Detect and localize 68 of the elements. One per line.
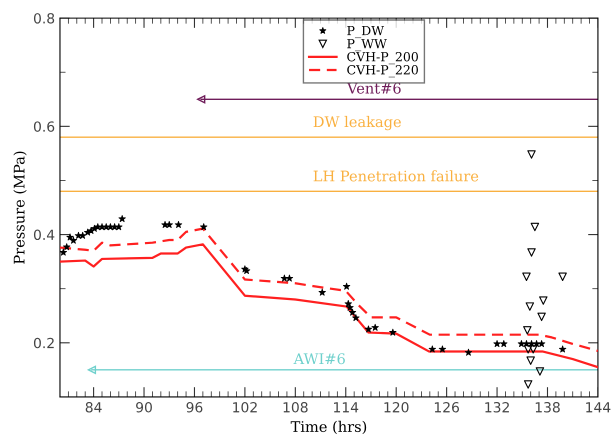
ref-line-label: LH Penetration failure: [314, 170, 478, 182]
point: [518, 340, 526, 348]
x-tick-label: 138: [536, 402, 560, 413]
point: [70, 236, 78, 244]
x-tick-label: 96: [186, 402, 202, 413]
point: [174, 221, 182, 228]
x-tick-label: 102: [233, 402, 257, 413]
point: [522, 272, 531, 282]
point: [523, 326, 532, 335]
x-tick-label: 108: [284, 402, 308, 413]
point: [318, 288, 326, 296]
legend-label: CVH-P_200: [347, 52, 418, 64]
point: [464, 348, 472, 356]
point: [526, 356, 535, 365]
point: [524, 345, 532, 354]
point: [389, 328, 396, 336]
y-tick-label: 0.2: [34, 338, 54, 348]
point: [438, 345, 446, 352]
point: [346, 304, 354, 311]
point: [500, 340, 508, 348]
point: [342, 282, 350, 290]
x-tick-label: 114: [334, 402, 358, 412]
point: [88, 366, 96, 374]
x-tick-label: 132: [485, 402, 509, 413]
point: [527, 150, 536, 159]
x-tick-label: 120: [384, 402, 409, 413]
point: [558, 345, 566, 352]
point: [528, 345, 538, 354]
legend-label: P_WW: [347, 39, 387, 52]
ref-line-label: DW leakage: [314, 116, 401, 130]
y-axis-title: Pressure (MPa): [13, 152, 27, 264]
point: [166, 221, 173, 228]
y-tick-label: 0.6: [34, 121, 54, 132]
point: [558, 272, 567, 282]
point: [538, 340, 546, 348]
x-axis-title: Time (hrs): [290, 420, 366, 434]
point: [200, 223, 208, 230]
point: [348, 308, 356, 316]
x-tick-label: 84: [86, 402, 102, 413]
point: [527, 248, 536, 257]
point: [536, 367, 544, 376]
point: [526, 302, 534, 311]
point: [493, 340, 501, 348]
point: [539, 296, 548, 305]
point: [428, 345, 436, 352]
point: [530, 222, 540, 232]
point: [60, 248, 67, 256]
y-tick-label: 0.8: [34, 13, 54, 24]
x-tick-label: 126: [434, 402, 460, 413]
legend-label: P_DW: [347, 26, 384, 38]
point: [63, 243, 70, 250]
series-label: AWI#6: [294, 353, 345, 364]
point: [537, 312, 546, 322]
point: [352, 314, 360, 322]
point: [364, 325, 372, 332]
legend-label: CVH-P_220: [347, 65, 418, 78]
point: [118, 215, 126, 222]
y-tick-label: 0.4: [34, 230, 54, 240]
point: [66, 233, 74, 240]
line-series: [60, 243, 598, 368]
point: [372, 324, 379, 331]
x-tick-label: 144: [586, 402, 610, 412]
point: [197, 95, 206, 104]
series-label: Vent#6: [346, 82, 401, 94]
point: [286, 274, 294, 282]
point: [79, 232, 86, 239]
x-tick-label: 90: [136, 402, 152, 413]
point: [524, 380, 532, 389]
